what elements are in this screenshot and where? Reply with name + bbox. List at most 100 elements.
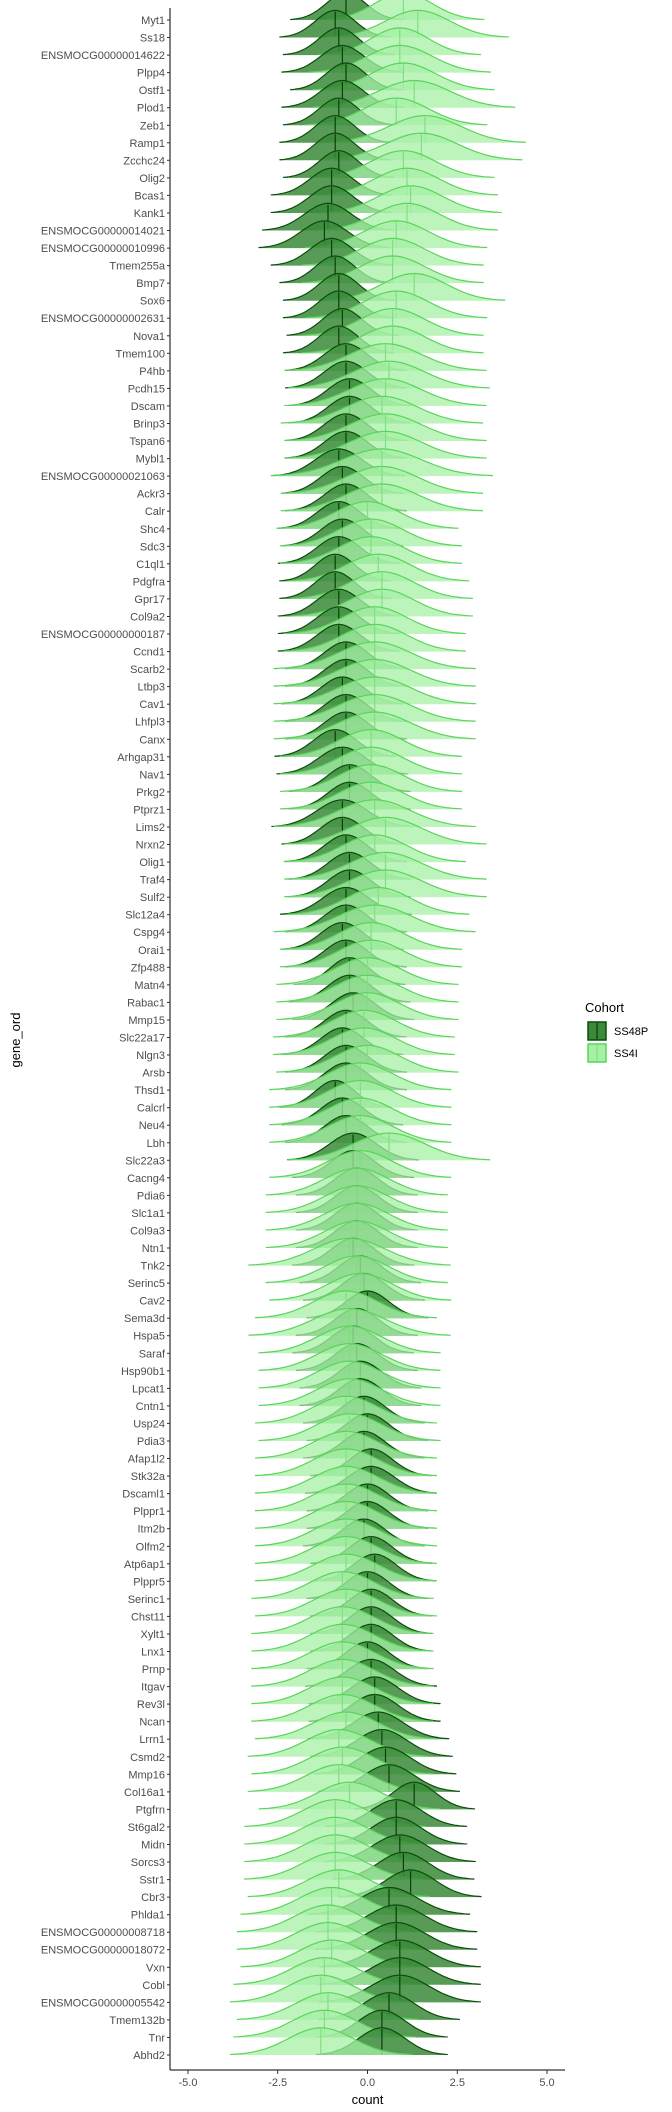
y-tick-label-1: Ss18 [140, 33, 165, 45]
ridge-line-ss4i-48 [283, 834, 466, 863]
y-axis: Myt1 Ss18 ENSMOCG00000014622 Plpp4 Ostf1 Plod… [41, 8, 171, 2070]
y-axis-title: gene_ord [8, 1013, 23, 1068]
y-tick-label-85: Plppr1 [133, 1506, 165, 1518]
y-tick-label-25: Mybl1 [136, 454, 165, 466]
y-tick-label-45: Ptprz1 [133, 804, 165, 816]
legend-label-ss4i: SS4I [614, 1048, 638, 1060]
y-tick-label-72: Serinc5 [128, 1278, 165, 1290]
ridge-line-ss4i-63 [269, 1097, 452, 1126]
y-tick-label-31: C1ql1 [136, 559, 165, 571]
y-tick-label-109: ENSMOCG00000008718 [41, 1927, 165, 1939]
ridge-line-ss4i-29 [276, 500, 459, 529]
ridge-line-ss4i-58 [272, 1009, 455, 1038]
ridge-line-ss4i-41 [273, 711, 476, 740]
y-tick-label-94: Prnp [142, 1664, 165, 1676]
legend-label-ss48p: SS48P [614, 1026, 648, 1038]
ridge-line-ss4i-59 [272, 1027, 455, 1056]
y-tick-label-62: Calcrl [137, 1103, 165, 1115]
ridge-line-ss4i-81 [258, 1413, 441, 1442]
y-tick-label-17: ENSMOCG00000002631 [41, 313, 165, 325]
ridge-line-ss4i-78 [258, 1360, 441, 1389]
ridge-line-ss4i-21 [287, 360, 491, 389]
y-tick-label-27: Ackr3 [137, 489, 165, 501]
y-tick-label-36: Ccnd1 [133, 647, 165, 659]
y-tick-label-24: Tspan6 [130, 436, 165, 448]
ridge-line-ss4i-46 [273, 799, 476, 827]
ridge-line-ss4i-72 [265, 1255, 448, 1284]
ridge-line-ss4i-1 [326, 9, 509, 38]
ridge-line-ss4i-24 [284, 413, 487, 442]
y-tick-label-110: ENSMOCG00000018072 [41, 1945, 165, 1957]
ridge-line-ss4i-69 [265, 1202, 448, 1231]
ridge-line-ss4i-31 [280, 535, 463, 564]
ridge-line-ss4i-50 [284, 869, 487, 898]
ridge-line-ss4i-97 [251, 1693, 434, 1722]
y-tick-label-2: ENSMOCG00000014622 [41, 50, 165, 62]
x-axis-title: count [352, 2092, 384, 2107]
ridge-line-ss4i-36 [283, 623, 466, 652]
y-tick-label-14: Tmem255a [109, 261, 166, 273]
ridge-line-ss4i-45 [280, 781, 463, 810]
y-tick-label-71: Tnk2 [141, 1261, 165, 1273]
x-tick-label-1: -2.5 [268, 2077, 287, 2089]
y-tick-label-97: Ncan [139, 1717, 165, 1729]
y-tick-label-88: Atp6ap1 [124, 1559, 165, 1571]
y-tick-label-9: Olig2 [139, 173, 165, 185]
y-tick-label-37: Scarb2 [130, 664, 165, 676]
y-tick-label-43: Nav1 [139, 769, 165, 781]
ridge-line-ss4i-11 [319, 185, 502, 213]
y-tick-label-76: Saraf [139, 1348, 166, 1360]
y-tick-label-11: Kank1 [134, 208, 165, 220]
y-tick-label-4: Ostf1 [139, 85, 165, 97]
y-tick-label-77: Hsp90b1 [121, 1366, 165, 1378]
ridge-line-ss4i-82 [254, 1430, 437, 1459]
y-tick-label-0: Myt1 [141, 15, 165, 27]
ridge-line-ss4i-85 [254, 1483, 437, 1512]
ridge-line-ss4i-44 [280, 764, 463, 792]
y-tick-label-82: Afap1l2 [128, 1454, 165, 1466]
ridge-line-ss4i-70 [265, 1220, 448, 1249]
y-tick-label-81: Pdia3 [137, 1436, 165, 1448]
ridge-line-ss4i-43 [280, 746, 463, 775]
ridge-line-ss4i-38 [273, 658, 476, 687]
y-tick-label-12: ENSMOCG00000014021 [41, 226, 165, 238]
y-tick-label-10: Bcas1 [134, 190, 165, 202]
y-tick-label-47: Nrxn2 [136, 840, 165, 852]
ridge-line-ss4i-27 [280, 465, 483, 494]
ridge-line-ss4i-62 [269, 1079, 452, 1108]
ridge-line-ss4i-64 [269, 1114, 452, 1143]
y-tick-label-57: Mmp15 [128, 1015, 165, 1027]
y-tick-label-6: Zeb1 [140, 120, 165, 132]
ridge-line-ss4i-42 [280, 728, 463, 757]
y-tick-label-98: Lrrn1 [139, 1734, 165, 1746]
y-tick-label-107: Cbr3 [141, 1892, 165, 1904]
y-tick-label-100: Mmp16 [128, 1769, 165, 1781]
ridge-line-ss4i-34 [290, 588, 473, 617]
y-tick-label-22: Dscam [131, 401, 165, 413]
y-tick-label-93: Lnx1 [141, 1647, 165, 1659]
ridge-line-ss4i-61 [269, 1062, 452, 1091]
y-tick-label-7: Ramp1 [130, 138, 165, 150]
ridge-line-ss4i-35 [283, 606, 466, 635]
y-tick-label-16: Sox6 [140, 296, 165, 308]
y-tick-label-113: ENSMOCG00000005542 [41, 1997, 165, 2009]
ridge-line-ss4i-93 [251, 1623, 434, 1652]
ridge-line-ss4i-73 [269, 1272, 452, 1301]
y-tick-label-48: Olig1 [139, 857, 165, 869]
ridge-line-ss4i-20 [284, 343, 487, 371]
y-tick-label-84: Dscaml1 [122, 1489, 165, 1501]
y-tick-label-89: Plppr5 [133, 1576, 165, 1588]
ridge-line-ss4i-12 [315, 202, 499, 231]
ridge-line-ss4i-7 [323, 114, 527, 143]
y-tick-label-53: Orai1 [138, 945, 165, 957]
y-tick-label-112: Cobl [142, 1980, 165, 1992]
ridge-line-ss4i-37 [273, 641, 476, 670]
ridge-line-ss4i-26 [270, 448, 494, 477]
y-tick-label-116: Abhd2 [133, 2050, 165, 2062]
y-tick-label-80: Usp24 [133, 1418, 165, 1430]
y-tick-label-38: Ltbp3 [137, 682, 165, 694]
y-tick-label-50: Sulf2 [140, 892, 165, 904]
ridge-line-ss4i-96 [251, 1676, 434, 1705]
ridge-line-ss4i-53 [280, 921, 463, 950]
ridge-line-ss4i-77 [258, 1342, 441, 1371]
